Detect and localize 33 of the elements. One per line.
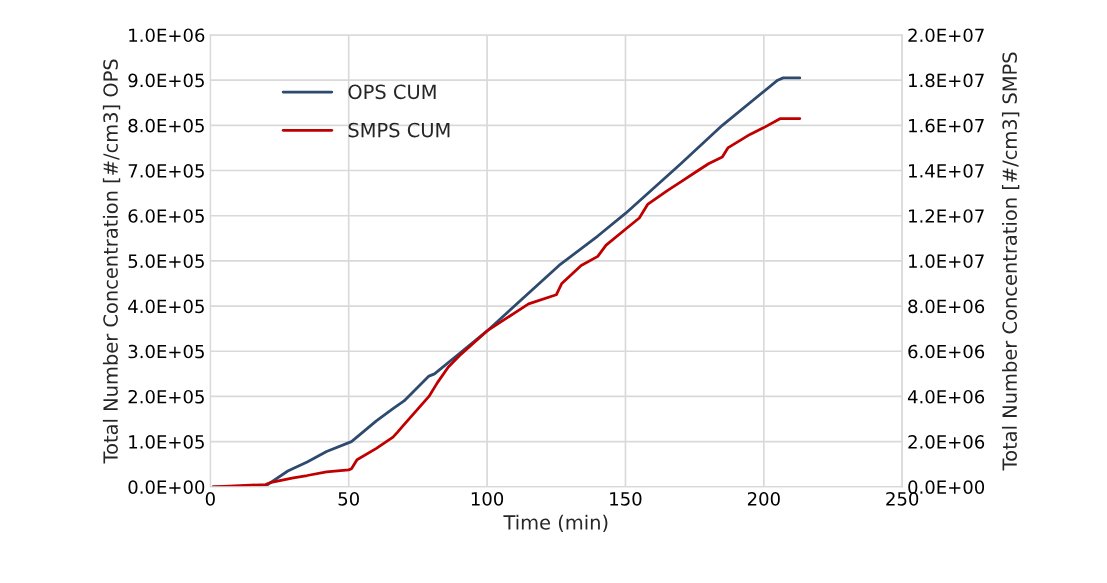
y-tick-label: 5.0E+05 bbox=[128, 254, 204, 269]
y-tick-label: 9.0E+05 bbox=[128, 73, 204, 88]
y-axis-title: Total Number Concentration [#/cm3] OPS bbox=[102, 59, 121, 464]
y2-tick-label: 1.2E+07 bbox=[909, 209, 984, 223]
x-tick-label: 200 bbox=[747, 491, 780, 506]
y-tick-label: 1.0E+05 bbox=[129, 435, 204, 449]
y-tick-label: 4.0E+05 bbox=[128, 299, 204, 314]
y2-tick-label: 0.0E+00 bbox=[908, 480, 985, 494]
legend-label: OPS CUM bbox=[348, 84, 436, 100]
y-tick-label: 3.0E+05 bbox=[128, 344, 204, 359]
y-tick-label: 6.0E+05 bbox=[128, 209, 204, 223]
y2-tick-label: 2.0E+07 bbox=[908, 28, 984, 43]
legend-label: SMPS CUM bbox=[348, 122, 450, 138]
y-tick-label: 8.0E+05 bbox=[128, 118, 204, 133]
y2-tick-label: 8.0E+06 bbox=[908, 299, 985, 314]
x-tick-label: 150 bbox=[610, 491, 642, 506]
x-tick-label: 0 bbox=[205, 491, 215, 506]
y2-axis-title: Total Number Concentration [#/cm3] SMPS bbox=[1001, 52, 1020, 471]
x-axis-title: Time (min) bbox=[503, 514, 608, 533]
y2-tick-label: 6.0E+06 bbox=[908, 344, 985, 359]
y-tick-label: 0.0E+00 bbox=[128, 480, 205, 494]
y-tick-label: 7.0E+05 bbox=[128, 163, 204, 178]
x-tick-label: 250 bbox=[886, 491, 919, 506]
y2-tick-label: 1.0E+07 bbox=[909, 254, 984, 269]
x-tick-label: 100 bbox=[471, 491, 504, 506]
y2-tick-label: 4.0E+06 bbox=[907, 389, 985, 404]
y2-tick-label: 1.4E+07 bbox=[909, 163, 984, 178]
y2-tick-label: 2.0E+06 bbox=[908, 435, 985, 449]
x-tick-label: 50 bbox=[338, 491, 359, 506]
y2-tick-label: 1.6E+07 bbox=[909, 118, 984, 133]
y-tick-label: 1.0E+06 bbox=[129, 28, 205, 43]
y-tick-label: 2.0E+05 bbox=[128, 389, 204, 404]
y2-tick-label: 1.8E+07 bbox=[909, 73, 984, 88]
